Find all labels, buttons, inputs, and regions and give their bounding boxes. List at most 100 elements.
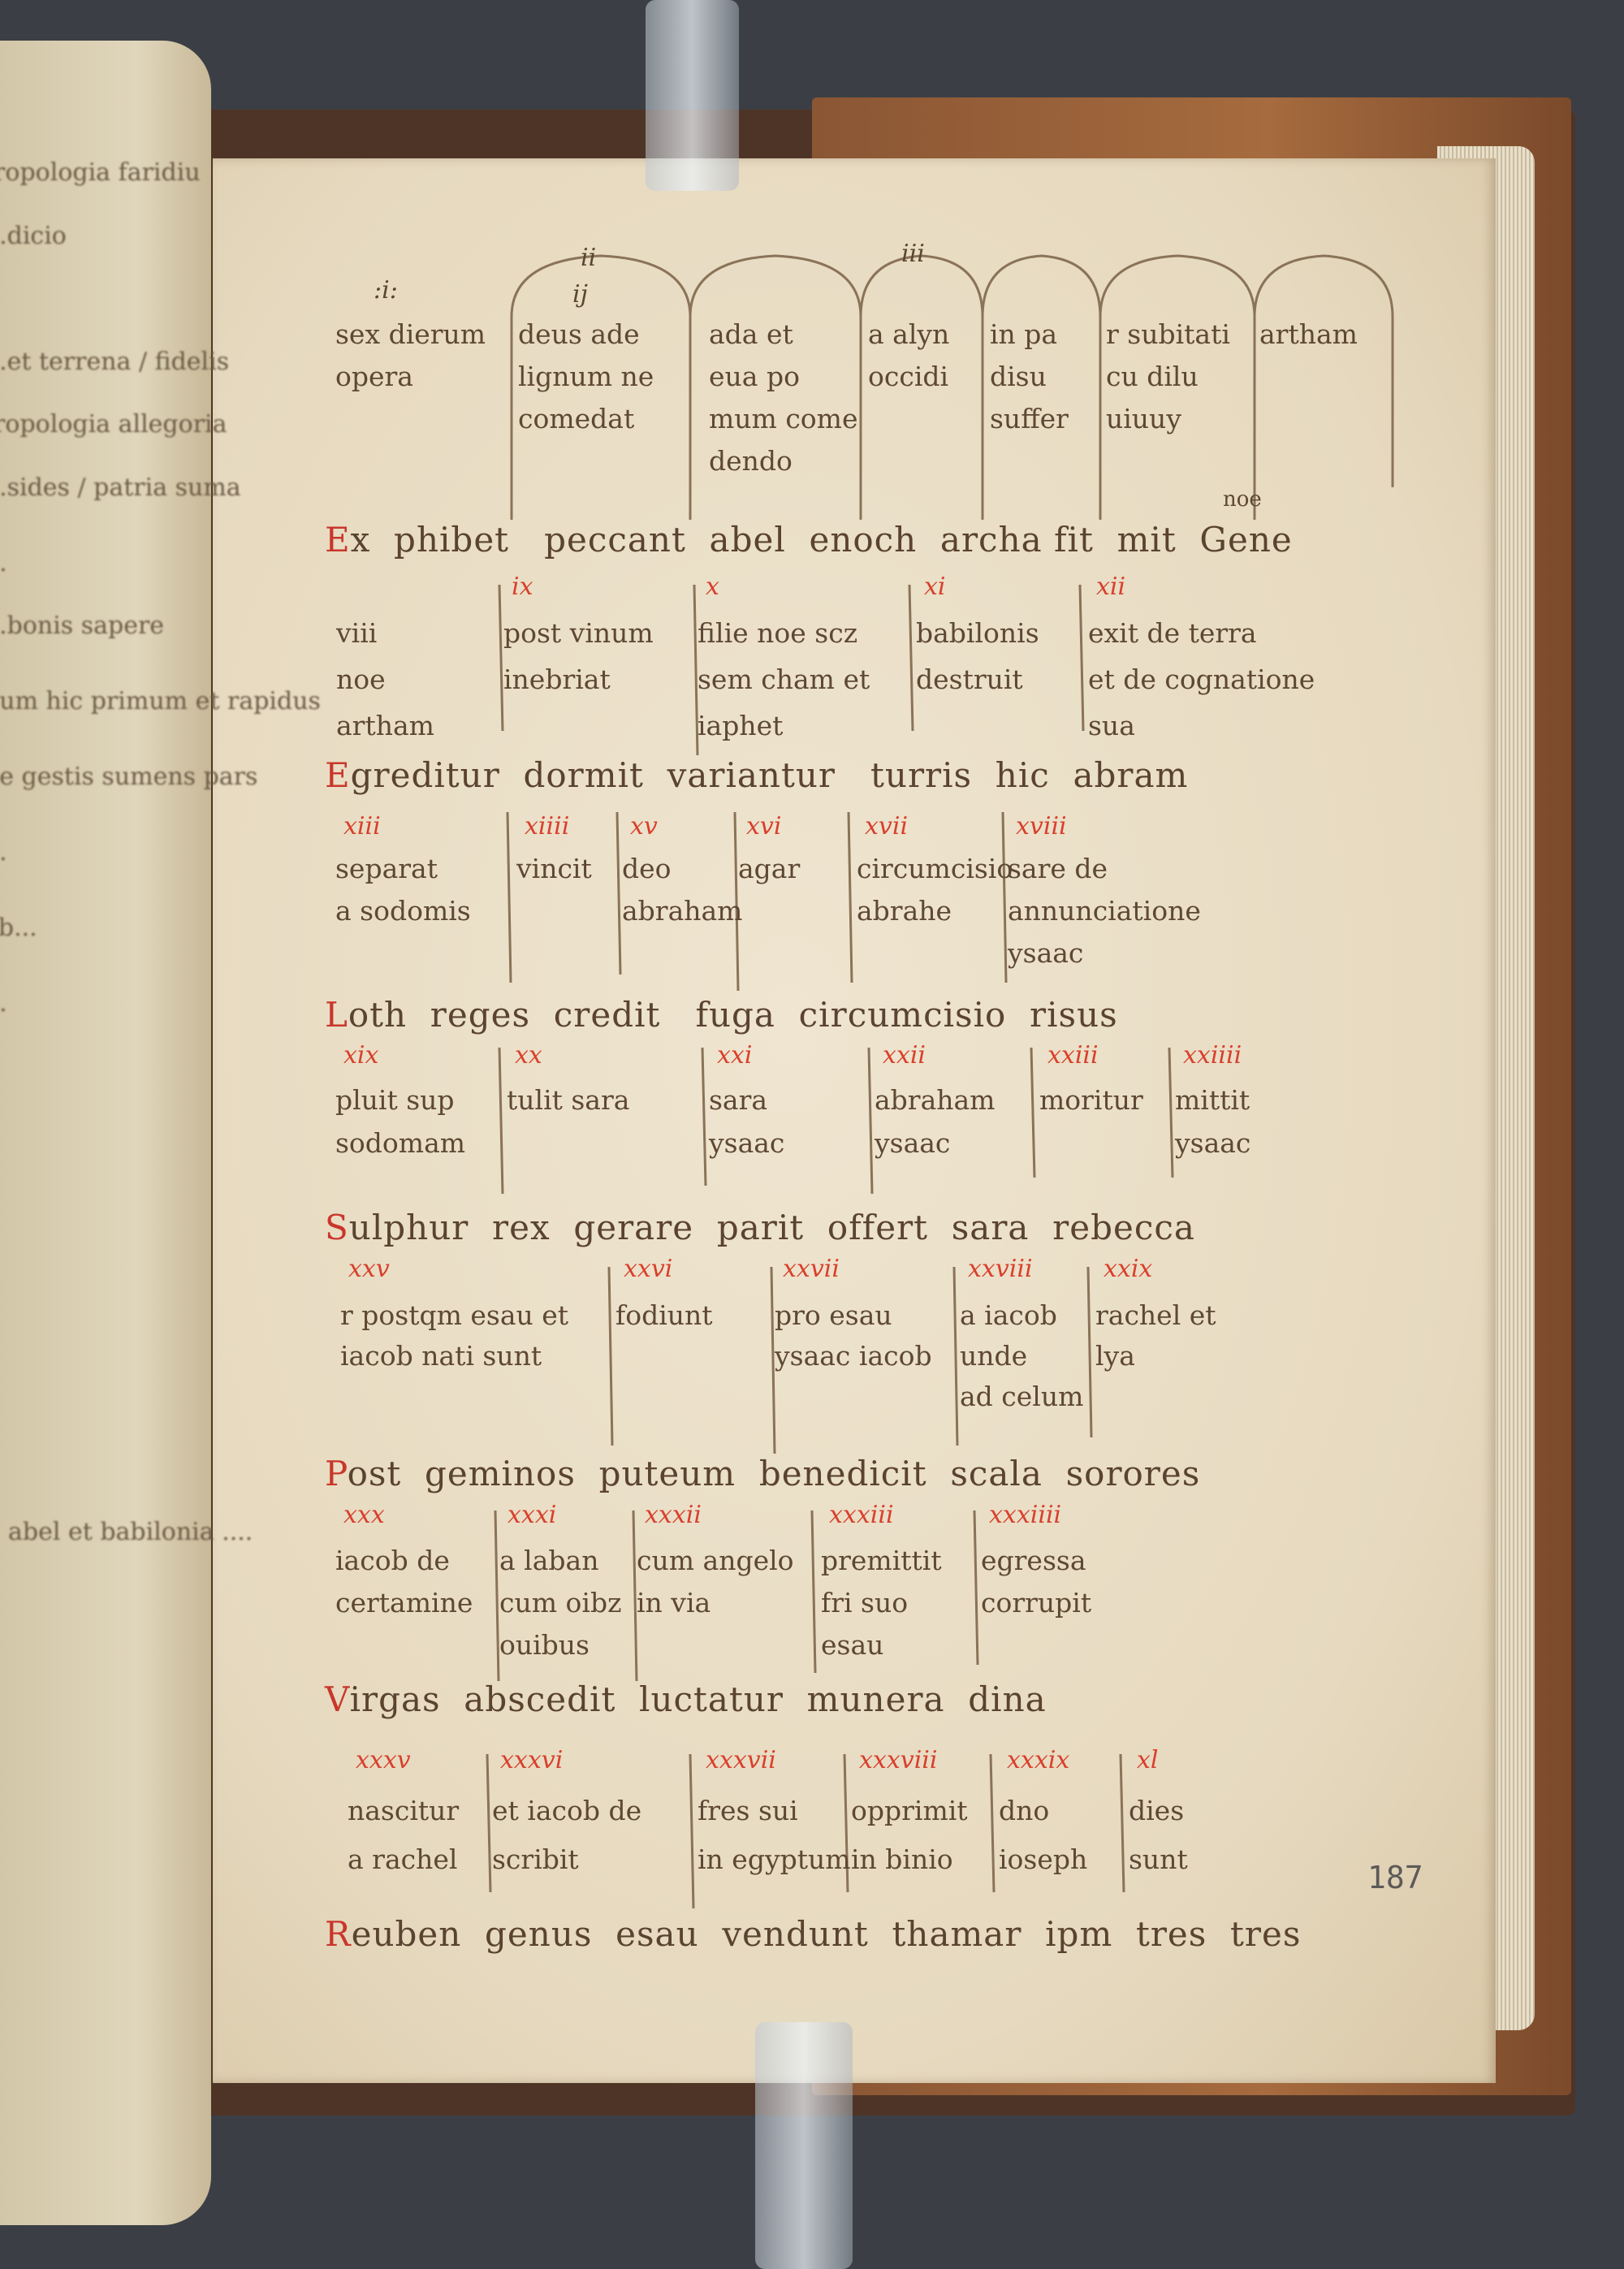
column-rule <box>498 584 504 732</box>
column-rule <box>770 1266 776 1454</box>
cell-text-line: suffer <box>990 403 1069 434</box>
cell-text-line: fodiunt <box>615 1299 713 1331</box>
rubricated-initial: L <box>325 995 348 1035</box>
cell-text-line: cu dilu <box>1106 361 1199 392</box>
left-page-line: abel et babilonia .... <box>8 1518 253 1546</box>
roman-numeral: xxxiii <box>829 1501 894 1529</box>
cell-text-line: cum oibz <box>499 1587 622 1619</box>
roman-numeral: xxxvii <box>706 1746 776 1774</box>
cell-text-line: sare de <box>1008 853 1108 884</box>
cell-text-line: rachel et <box>1095 1299 1216 1331</box>
column-rule <box>867 1047 874 1195</box>
column-rule <box>486 1753 492 1893</box>
cell-text-line: ysaac <box>875 1127 951 1159</box>
cell-text-line: in egyptum <box>698 1843 851 1875</box>
cell-text-line: annunciatione <box>1008 895 1201 927</box>
roman-numeral: xxvii <box>783 1255 840 1283</box>
left-page-line: ab... <box>0 914 37 942</box>
header-text: ulphur rex gerare parit offert sara rebe… <box>348 1208 1195 1247</box>
column-number: :i: <box>374 276 398 305</box>
roman-numeral: xxi <box>717 1041 753 1070</box>
rubricated-initial: E <box>325 755 351 795</box>
header-text: ost geminos puteum benedicit scala soror… <box>347 1454 1201 1493</box>
glass-clamp-top <box>646 0 739 191</box>
manuscript-page <box>213 158 1496 2083</box>
roman-numeral: ix <box>512 573 533 601</box>
cell-text-line: in pa <box>990 318 1058 350</box>
cell-text-line: circumcisio <box>857 853 1013 884</box>
rubric-header-line: Loth reges credit fuga circumcisio risus <box>325 995 1118 1035</box>
cell-text-line: uiuuy <box>1106 403 1181 434</box>
roman-numeral: xi <box>924 573 946 601</box>
rubricated-initial: S <box>325 1208 349 1247</box>
cell-text-line: iaphet <box>698 710 784 741</box>
arch-frame <box>1253 254 1394 520</box>
cell-text-line: post vinum <box>503 617 654 649</box>
roman-numeral: xxii <box>883 1041 926 1070</box>
rubricated-initial: E <box>325 520 351 560</box>
cell-text-line: r postqm esau et <box>340 1299 569 1331</box>
cell-text-line: r subitati <box>1106 318 1230 350</box>
superscript-word: noe <box>1223 487 1262 512</box>
column-rule <box>843 1753 849 1893</box>
cell-text-line: inebriat <box>503 663 611 695</box>
header-text: oth reges credit fuga circumcisio risus <box>348 995 1118 1035</box>
cell-text-line: lya <box>1095 1340 1135 1372</box>
cell-text-line: dendo <box>709 445 793 477</box>
column-rule <box>1119 1753 1125 1893</box>
cell-text-line: ad celum <box>960 1381 1084 1412</box>
left-page-line: dum hic primum et rapidus <box>0 687 321 715</box>
column-rule <box>632 1510 638 1682</box>
column-rule <box>908 584 914 732</box>
cell-text-line: scribit <box>492 1843 579 1875</box>
column-rule <box>1168 1047 1174 1178</box>
left-page-line: ... <box>0 548 7 577</box>
column-rule <box>847 811 853 983</box>
arch-frame <box>510 254 692 520</box>
cell-text-line: lignum ne <box>518 361 654 392</box>
cell-text-line: iacob de <box>335 1545 450 1576</box>
column-rule <box>693 584 699 756</box>
cell-text-line: pro esau <box>775 1299 892 1331</box>
glass-clamp-bottom <box>755 2022 853 2269</box>
cell-text-line: mum come <box>709 403 858 434</box>
roman-numeral: xxix <box>1104 1255 1153 1283</box>
cell-text-line: artham <box>1259 318 1358 350</box>
cell-text-line: moritur <box>1039 1084 1143 1116</box>
roman-numeral: xxv <box>348 1255 390 1283</box>
cell-text-line: vincit <box>516 853 592 884</box>
arch-label: iii <box>901 240 925 268</box>
roman-numeral: xl <box>1137 1746 1159 1774</box>
rubric-header-line: Virgas abscedit luctatur munera dina <box>325 1679 1047 1719</box>
cell-text-line: premittit <box>821 1545 942 1576</box>
roman-numeral: xxxviii <box>859 1746 938 1774</box>
column-rule <box>506 811 512 983</box>
cell-text-line: ouibus <box>499 1629 590 1661</box>
column-rule <box>973 1510 979 1666</box>
roman-numeral: xiii <box>343 812 381 841</box>
cell-text-line: artham <box>336 710 434 741</box>
cell-text-line: sem cham et <box>698 663 870 695</box>
cell-text-line: a laban <box>499 1545 599 1576</box>
cell-text-line: et de cognatione <box>1088 663 1315 695</box>
cell-text-line: dies <box>1129 1795 1185 1826</box>
cell-text-line: sua <box>1088 710 1135 741</box>
arch-frame <box>981 254 1102 520</box>
cell-text-line: abraham <box>622 895 743 927</box>
arch-frame <box>689 254 862 520</box>
arch-frame <box>859 254 984 520</box>
rubric-header-line: Sulphur rex gerare parit offert sara reb… <box>325 1208 1195 1247</box>
cell-text-line: cum angelo <box>637 1545 794 1576</box>
left-page-line: ...dicio <box>0 221 67 250</box>
cell-text-line: dno <box>999 1795 1050 1826</box>
cell-text-line: disu <box>990 361 1047 392</box>
roman-numeral: xxxi <box>508 1501 557 1529</box>
cell-text-line: iacob nati sunt <box>340 1340 542 1372</box>
roman-numeral: xxvi <box>624 1255 673 1283</box>
roman-numeral: xxxvi <box>500 1746 564 1774</box>
cell-text-line: a sodomis <box>335 895 471 927</box>
cell-text-line: a alyn <box>868 318 950 350</box>
cell-text-line: agar <box>738 853 801 884</box>
cell-text-line: corrupit <box>981 1587 1092 1619</box>
cell-text-line: comedat <box>518 403 635 434</box>
